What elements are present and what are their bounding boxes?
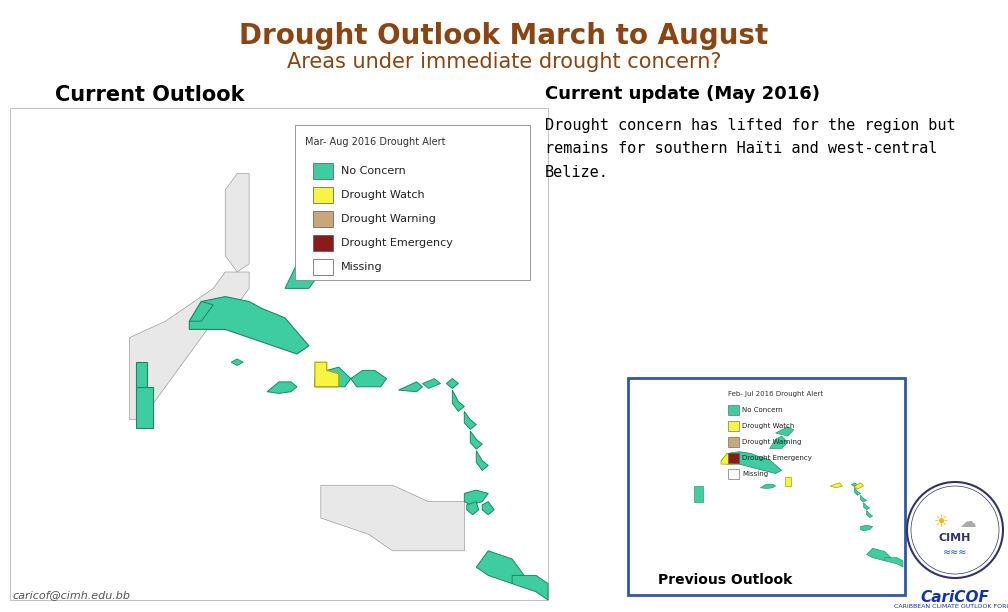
Circle shape (907, 482, 1003, 578)
Text: Drought Emergency: Drought Emergency (742, 455, 811, 461)
Text: CIMH: CIMH (938, 533, 971, 543)
Polygon shape (313, 163, 333, 179)
Text: Previous Outlook: Previous Outlook (658, 573, 792, 587)
Polygon shape (285, 256, 321, 288)
Polygon shape (314, 362, 339, 387)
Polygon shape (728, 453, 739, 463)
Text: Mar- Aug 2016 Drought Alert: Mar- Aug 2016 Drought Alert (305, 137, 446, 147)
Polygon shape (313, 211, 333, 227)
Polygon shape (784, 477, 790, 486)
Polygon shape (867, 510, 873, 518)
Polygon shape (476, 451, 488, 471)
Polygon shape (314, 367, 351, 387)
Text: Drought concern has lifted for the region but
remains for southern Haïti and wes: Drought concern has lifted for the regio… (545, 118, 956, 180)
Polygon shape (476, 551, 524, 584)
Circle shape (911, 486, 999, 574)
Polygon shape (861, 495, 867, 502)
Polygon shape (852, 483, 858, 487)
Polygon shape (135, 387, 153, 428)
Polygon shape (760, 484, 775, 488)
Polygon shape (231, 359, 243, 365)
Polygon shape (295, 125, 530, 280)
Text: CariCOF: CariCOF (920, 590, 990, 605)
Polygon shape (728, 469, 739, 479)
Polygon shape (471, 431, 482, 449)
Text: ≈≈≈: ≈≈≈ (942, 547, 968, 557)
Text: caricof@cimh.edu.bb: caricof@cimh.edu.bb (12, 590, 130, 600)
Polygon shape (465, 411, 476, 430)
Text: Drought Emergency: Drought Emergency (341, 238, 453, 248)
Text: :: : (805, 85, 811, 103)
Polygon shape (855, 487, 861, 495)
Polygon shape (867, 548, 891, 561)
Polygon shape (864, 503, 870, 510)
Polygon shape (313, 235, 333, 251)
Polygon shape (321, 485, 465, 551)
Text: Drought Watch: Drought Watch (742, 423, 794, 429)
Polygon shape (855, 483, 864, 489)
Polygon shape (398, 382, 422, 392)
Polygon shape (728, 437, 739, 447)
Polygon shape (628, 378, 905, 595)
Text: Current update (May 2016): Current update (May 2016) (545, 85, 820, 103)
Text: Drought Warning: Drought Warning (742, 439, 801, 445)
Text: No Concern: No Concern (742, 407, 782, 413)
Polygon shape (190, 302, 214, 321)
Polygon shape (728, 421, 739, 431)
Text: ☁: ☁ (959, 513, 976, 531)
Polygon shape (351, 370, 387, 387)
Text: ☀: ☀ (933, 513, 949, 531)
Polygon shape (775, 427, 793, 436)
Polygon shape (512, 575, 548, 600)
Polygon shape (313, 259, 333, 275)
Polygon shape (297, 231, 333, 256)
Polygon shape (190, 297, 308, 354)
Text: Feb- Jul 2016 Drought Alert: Feb- Jul 2016 Drought Alert (728, 391, 824, 397)
Polygon shape (447, 379, 459, 389)
Polygon shape (225, 174, 249, 272)
Text: Missing: Missing (742, 471, 768, 477)
Polygon shape (465, 490, 488, 505)
Polygon shape (467, 502, 479, 515)
Polygon shape (422, 379, 440, 389)
Polygon shape (721, 453, 733, 464)
Polygon shape (728, 405, 739, 415)
Text: Current Outlook: Current Outlook (55, 85, 245, 105)
Polygon shape (769, 436, 787, 449)
Polygon shape (10, 108, 548, 600)
Polygon shape (135, 362, 147, 387)
Text: Drought Outlook March to August: Drought Outlook March to August (239, 22, 769, 50)
Polygon shape (885, 558, 903, 567)
Polygon shape (267, 382, 297, 394)
Polygon shape (482, 502, 494, 515)
Polygon shape (861, 525, 873, 531)
Text: Missing: Missing (341, 262, 383, 272)
Polygon shape (321, 239, 345, 264)
Text: Areas under immediate drought concern?: Areas under immediate drought concern? (286, 52, 722, 72)
Polygon shape (313, 187, 333, 203)
Text: Drought Watch: Drought Watch (341, 190, 424, 200)
Polygon shape (721, 452, 781, 474)
Polygon shape (130, 272, 249, 420)
Polygon shape (831, 483, 843, 488)
Polygon shape (453, 390, 465, 411)
Polygon shape (694, 486, 703, 502)
Text: No Concern: No Concern (341, 166, 406, 176)
Text: Drought Warning: Drought Warning (341, 214, 435, 224)
Text: CARIBBEAN CLIMATE OUTLOOK FORUM: CARIBBEAN CLIMATE OUTLOOK FORUM (894, 604, 1008, 609)
